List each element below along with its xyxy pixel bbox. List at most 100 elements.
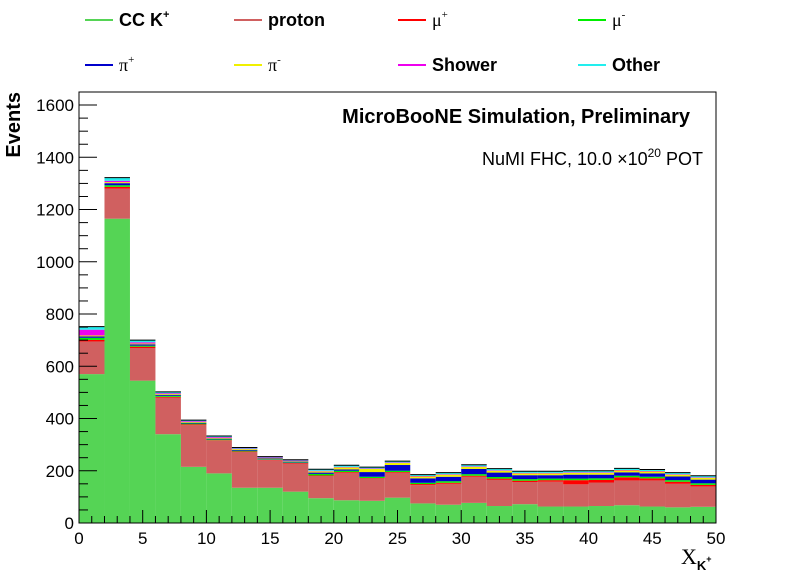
bar-proton-bin-3 xyxy=(155,397,181,435)
bar-muminus-bin-19 xyxy=(563,478,589,481)
bar-shower-bin-22 xyxy=(639,471,666,472)
bar-cck-bin-21 xyxy=(614,505,640,523)
bar-shower-bin-19 xyxy=(563,472,589,473)
bar-muplus-bin-21 xyxy=(614,477,640,481)
bar-muplus-bin-19 xyxy=(563,480,589,485)
bar-other-bin-4 xyxy=(180,420,207,422)
bar-muplus-bin-0 xyxy=(79,339,105,342)
bar-cck-bin-10 xyxy=(333,500,360,523)
legend-label-other: Other xyxy=(612,55,660,75)
x-axis-label-sup: + xyxy=(706,554,711,564)
bar-shower-bin-13 xyxy=(410,475,436,477)
bar-cck-bin-4 xyxy=(180,466,207,523)
x-tick-label-40: 40 xyxy=(579,529,598,548)
x-tick-label-10: 10 xyxy=(197,529,216,548)
bar-shower-bin-18 xyxy=(537,472,564,474)
bar-shower-bin-2 xyxy=(129,342,156,344)
axes xyxy=(78,91,717,524)
y-tick-label-400: 400 xyxy=(46,410,74,429)
bar-piminus-bin-16 xyxy=(486,470,513,473)
y-axis-label: Events xyxy=(3,92,25,158)
bar-piplus-bin-8 xyxy=(282,461,309,463)
legend-label-sup: - xyxy=(277,54,281,66)
bar-piminus-bin-1 xyxy=(104,182,130,184)
legend-label-shower: Shower xyxy=(432,55,497,75)
bar-proton-bin-12 xyxy=(384,472,411,498)
bar-other-bin-21 xyxy=(614,468,640,470)
bar-piminus-bin-11 xyxy=(359,468,385,473)
bar-muminus-bin-15 xyxy=(461,474,487,476)
bar-piminus-bin-4 xyxy=(180,421,207,423)
legend-label-text: μ xyxy=(432,10,442,30)
bar-shower-bin-11 xyxy=(359,468,385,469)
bar-cck-bin-15 xyxy=(461,502,487,523)
subtitle-prefix: NuMI FHC, 10.0 xyxy=(482,149,617,169)
bar-proton-bin-5 xyxy=(206,440,232,474)
bar-cck-bin-19 xyxy=(563,506,589,523)
x-tick-label-35: 35 xyxy=(515,529,534,548)
bar-shower-bin-9 xyxy=(308,470,334,472)
bar-shower-bin-20 xyxy=(588,472,615,473)
bar-muplus-bin-10 xyxy=(333,472,360,473)
bar-muplus-bin-2 xyxy=(129,346,156,348)
bar-cck-bin-18 xyxy=(537,506,564,523)
legend-label-text: π xyxy=(268,55,277,75)
bar-cck-bin-20 xyxy=(588,506,615,523)
x-tick-label-45: 45 xyxy=(643,529,662,548)
bar-proton-bin-14 xyxy=(435,483,462,505)
bar-proton-bin-6 xyxy=(231,451,258,488)
bar-muplus-bin-9 xyxy=(308,475,334,476)
bar-muplus-bin-24 xyxy=(690,484,716,487)
bar-piminus-bin-12 xyxy=(384,462,411,466)
bar-muminus-bin-20 xyxy=(588,478,615,480)
bar-shower-bin-21 xyxy=(614,469,640,471)
bar-other-bin-11 xyxy=(359,467,385,469)
subtitle-suffix: POT xyxy=(661,149,703,169)
bar-piplus-bin-0 xyxy=(79,336,105,338)
x-axis-label-sub: K xyxy=(697,558,707,572)
bar-piminus-bin-22 xyxy=(639,471,666,474)
bar-proton-bin-10 xyxy=(333,472,360,501)
bar-shower-bin-15 xyxy=(461,466,487,467)
bar-piplus-bin-2 xyxy=(129,344,156,346)
legend-label-sup: + xyxy=(442,9,448,21)
bar-piplus-bin-3 xyxy=(155,394,181,396)
bar-muplus-bin-12 xyxy=(384,472,411,473)
bar-cck-bin-13 xyxy=(410,503,436,523)
bar-muminus-bin-3 xyxy=(155,395,181,397)
bar-other-bin-17 xyxy=(512,471,538,473)
bar-proton-bin-4 xyxy=(180,425,207,467)
bar-other-bin-3 xyxy=(155,391,181,394)
bar-cck-bin-23 xyxy=(665,507,691,523)
bar-muplus-bin-6 xyxy=(231,451,258,452)
bar-other-bin-2 xyxy=(129,340,156,343)
bar-other-bin-23 xyxy=(665,472,691,475)
bar-muminus-bin-0 xyxy=(79,337,105,340)
bar-muminus-bin-4 xyxy=(180,423,207,425)
y-tick-label-1200: 1200 xyxy=(36,201,74,220)
legend-label-muminus: μ- xyxy=(612,9,626,30)
legend-label-text: Other xyxy=(612,55,660,75)
bar-piplus-bin-15 xyxy=(461,468,487,475)
bar-muminus-bin-10 xyxy=(333,470,360,473)
y-tick-label-1000: 1000 xyxy=(36,253,74,272)
bar-proton-bin-7 xyxy=(257,460,283,488)
bar-proton-bin-24 xyxy=(690,486,716,507)
bar-muminus-bin-7 xyxy=(257,459,283,460)
bar-piminus-bin-6 xyxy=(231,449,258,450)
bar-proton-bin-2 xyxy=(129,347,156,381)
bar-piminus-bin-5 xyxy=(206,437,232,439)
bar-proton-bin-11 xyxy=(359,478,385,501)
bar-muplus-bin-16 xyxy=(486,478,513,480)
bar-shower-bin-14 xyxy=(435,474,462,475)
x-axis-label-base: X xyxy=(681,544,697,569)
bar-shower-bin-10 xyxy=(333,466,360,468)
bar-piplus-bin-19 xyxy=(563,474,589,479)
bar-muminus-bin-24 xyxy=(690,483,716,485)
legend-label-sup: + xyxy=(128,54,134,66)
legend: CC K+ proton μ+ μ-π+ π- Shower Other xyxy=(85,9,660,75)
bar-other-bin-18 xyxy=(537,471,564,473)
y-tick-label-600: 600 xyxy=(46,357,74,376)
legend-label-text: proton xyxy=(268,10,325,30)
bar-piminus-bin-0 xyxy=(79,335,105,337)
